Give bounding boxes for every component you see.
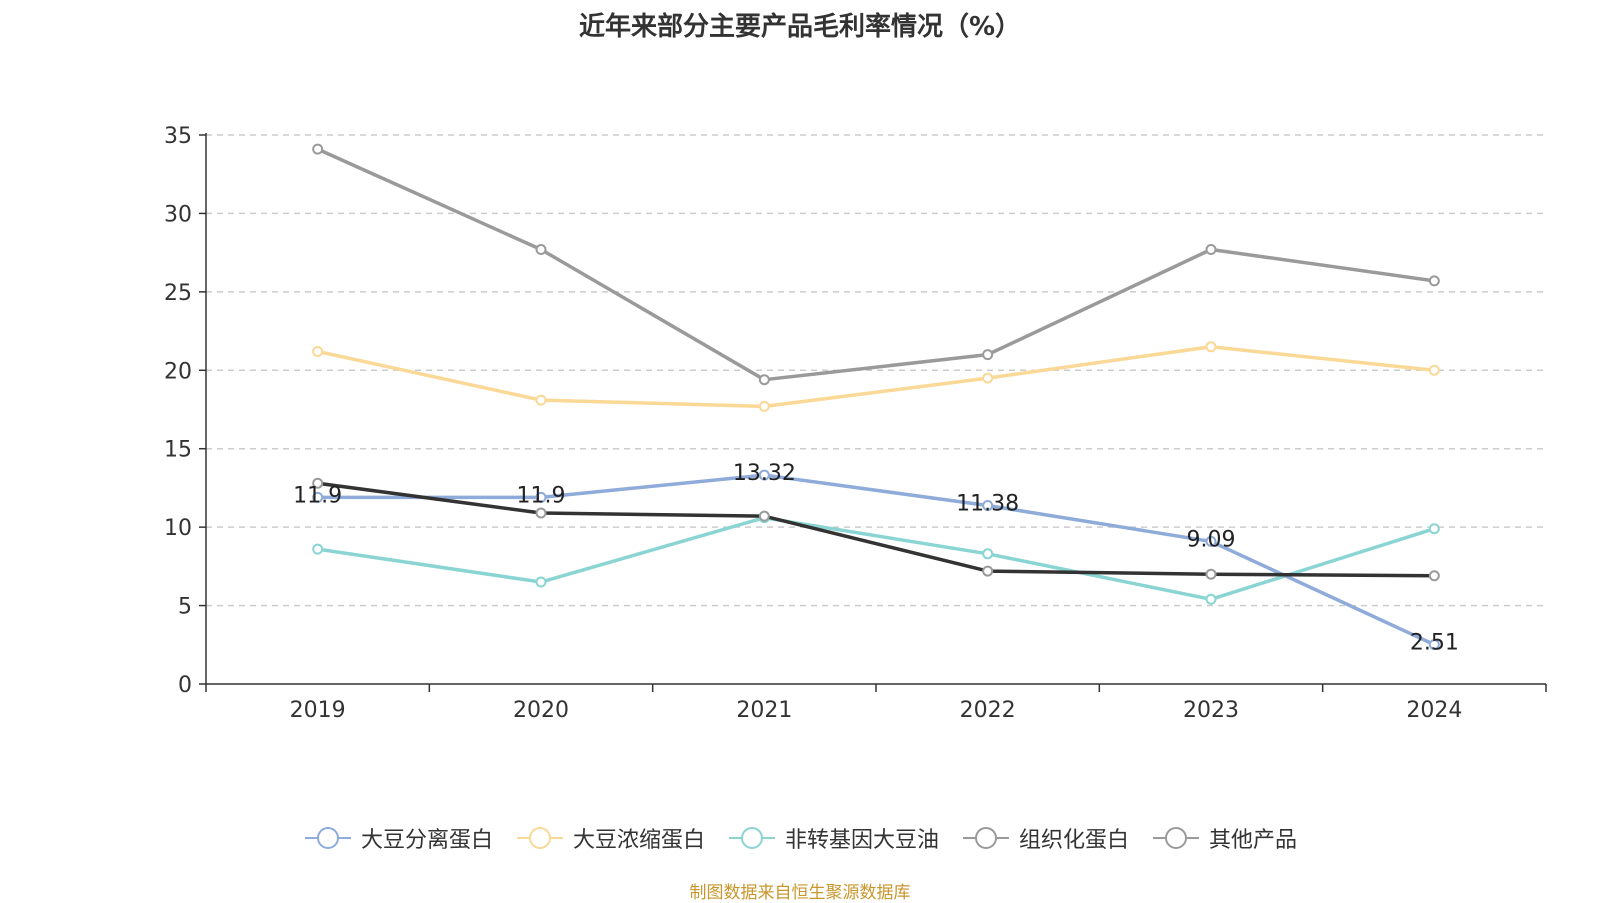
x-tick-label: 2019 [290, 698, 346, 723]
data-point [535, 491, 547, 503]
data-point [312, 543, 324, 555]
legend-label: 大豆浓缩蛋白 [572, 828, 705, 853]
series-line [317, 515, 1435, 602]
x-tick-label: 2020 [513, 698, 569, 723]
data-point [982, 372, 994, 384]
y-tick-label: 10 [164, 516, 192, 541]
legend-swatch-icon [1153, 827, 1200, 849]
series-lines [312, 143, 1440, 651]
y-tick-label: 15 [164, 438, 192, 463]
legend-item[interactable]: 其他产品 [1151, 822, 1297, 854]
data-label: 13.32 [733, 461, 796, 486]
x-tick-label: 2022 [960, 698, 1016, 723]
legend-item[interactable]: 组织化蛋白 [961, 822, 1129, 854]
legend-item[interactable]: 大豆分离蛋白 [303, 822, 493, 854]
data-point [1428, 364, 1440, 376]
data-label: 11.38 [956, 491, 1019, 516]
data-point [1428, 639, 1440, 651]
data-point [1428, 570, 1440, 582]
legend-swatch-icon [963, 827, 1009, 849]
data-point [758, 400, 770, 412]
data-point [1205, 341, 1217, 353]
data-point [982, 565, 994, 577]
data-point [1205, 535, 1217, 547]
data-point [1205, 244, 1217, 256]
data-point [758, 374, 770, 386]
data-label: 9.09 [1187, 527, 1236, 552]
data-label: 2.51 [1410, 631, 1459, 656]
data-point [312, 143, 324, 155]
data-label: 11.9 [517, 483, 566, 508]
data-point [1428, 275, 1440, 287]
legend-label: 非转基因大豆油 [784, 828, 939, 853]
x-tick-label: 2024 [1406, 698, 1462, 723]
series-line [317, 345, 1435, 409]
data-point [982, 548, 994, 560]
x-tick-label: 2021 [736, 698, 792, 723]
data-point [535, 394, 547, 406]
data-point [535, 244, 547, 256]
data-labels: 11.9 11.9 13.32 11.38 9.09 2.51 [293, 461, 1459, 656]
data-point [312, 491, 324, 503]
line-chart: 0 5 10 15 20 25 30 35 2019 2020 2021 2022 2023 2024 1… [164, 124, 1547, 723]
data-point [758, 469, 770, 481]
grid-lines [206, 134, 1546, 607]
data-point [535, 576, 547, 588]
legend-label: 组织化蛋白 [1019, 828, 1130, 853]
legend-label: 大豆分离蛋白 [360, 828, 493, 853]
y-tick-label: 25 [164, 281, 192, 306]
legend-item[interactable]: 非转基因大豆油 [727, 822, 939, 854]
y-tick-label: 20 [164, 359, 192, 384]
data-point [535, 507, 547, 519]
y-tick-label: 0 [178, 673, 192, 698]
series-line [316, 147, 1435, 382]
y-tick-label: 35 [164, 124, 192, 149]
data-point [312, 477, 324, 489]
data-point [1428, 523, 1440, 535]
axes: 0 5 10 15 20 25 30 35 2019 2020 2021 2022 2023 2024 [164, 124, 1547, 723]
data-point [982, 349, 994, 361]
x-tick-label: 2023 [1183, 698, 1239, 723]
data-point [1205, 593, 1217, 605]
data-point [312, 345, 324, 357]
data-point [982, 499, 994, 511]
legend-swatch-icon [516, 827, 563, 849]
series-line [317, 473, 1436, 647]
legend: 大豆分离蛋白 大豆浓缩蛋白 非转基因大豆油 组织化蛋白 其他产品 [0, 818, 1600, 858]
data-point [1205, 568, 1217, 580]
legend-item[interactable]: 大豆浓缩蛋白 [515, 822, 705, 854]
chart-title: 近年来部分主要产品毛利率情况（%） [578, 12, 1022, 42]
data-label: 11.9 [293, 483, 342, 508]
y-tick-label: 5 [178, 595, 192, 620]
legend-swatch-icon [304, 827, 351, 849]
source-note: 制图数据来自恒生聚源数据库 [689, 883, 911, 903]
legend-swatch-icon [728, 827, 775, 849]
legend-label: 其他产品 [1209, 828, 1298, 853]
y-tick-label: 30 [164, 202, 192, 227]
data-point [758, 510, 770, 522]
series-line [317, 481, 1435, 578]
